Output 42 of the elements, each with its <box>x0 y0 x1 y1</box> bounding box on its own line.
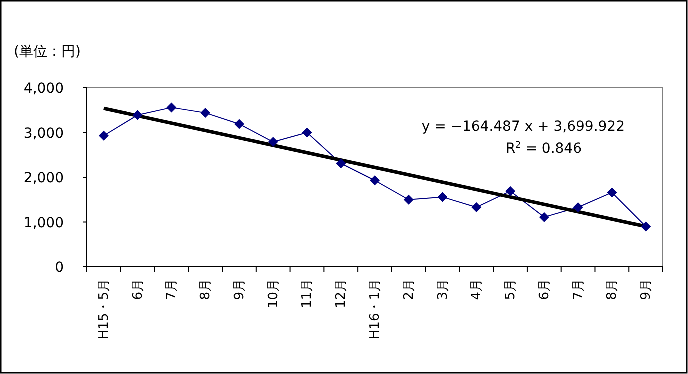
x-tick-label: 5月 <box>504 279 519 300</box>
x-tick-label: 4月 <box>470 279 485 300</box>
y-tick-label: 3,000 <box>24 126 64 142</box>
point <box>166 102 177 113</box>
point <box>200 108 211 118</box>
x-tick-label: 7月 <box>164 279 180 300</box>
point <box>98 130 109 141</box>
x-tick-label: 12月 <box>334 279 350 309</box>
y-tick-label: 2,000 <box>24 170 64 186</box>
x-tick-label: 9月 <box>232 279 248 300</box>
point <box>268 137 278 148</box>
point <box>438 192 448 202</box>
y-tick-label: 1,000 <box>24 215 64 232</box>
point <box>234 119 244 130</box>
point <box>404 194 414 205</box>
point <box>472 202 482 212</box>
y-axis-title: (単位：円) <box>14 44 81 60</box>
point <box>506 186 516 196</box>
x-tick-label: H16・1月 <box>368 279 383 340</box>
y-tick-label: 0 <box>55 260 64 276</box>
x-tick-label: 6月 <box>537 279 552 300</box>
point <box>607 188 618 198</box>
x-tick-label: 11月 <box>300 279 316 309</box>
point <box>302 128 312 138</box>
annotation: R$^{2}$ = 0.846 <box>506 141 582 157</box>
y-tick-label: 4,000 <box>24 81 64 97</box>
x-tick-label: 8月 <box>198 279 214 300</box>
point <box>573 202 584 212</box>
x-tick-label: 8月 <box>605 279 620 300</box>
x-tick-label: 6月 <box>130 279 146 300</box>
x-tick-label: 2月 <box>402 279 417 300</box>
x-tick-label: 7月 <box>571 279 586 300</box>
point <box>336 158 346 169</box>
annotation: y = −164.487 x + 3,699.922 <box>422 119 625 135</box>
x-tick-label: 10月 <box>266 279 282 309</box>
point <box>641 222 652 232</box>
x-tick-label: 9月 <box>639 279 654 300</box>
point <box>539 212 550 222</box>
point <box>132 110 143 120</box>
x-tick-label: H15・5月 <box>96 279 112 340</box>
point <box>370 176 380 186</box>
x-tick-label: 3月 <box>436 279 451 300</box>
